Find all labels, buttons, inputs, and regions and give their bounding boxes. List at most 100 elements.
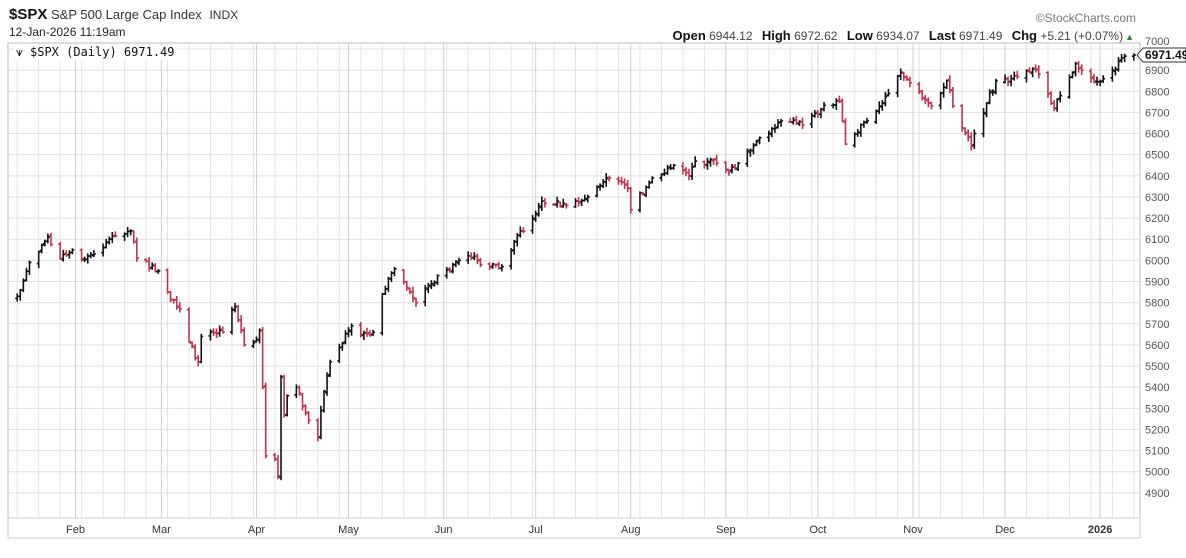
ohlc-bar xyxy=(217,325,222,337)
ohlc-bar xyxy=(435,274,440,285)
ohlc-bar xyxy=(877,101,882,115)
ohlc-bar xyxy=(840,98,845,123)
y-tick-label: 6700 xyxy=(1145,107,1169,119)
ohlc-bar xyxy=(791,117,796,125)
ohlc-bar xyxy=(708,157,713,167)
ohlc-bar xyxy=(733,163,738,171)
x-tick-label: Oct xyxy=(809,524,826,536)
ohlc-bar xyxy=(1131,53,1136,61)
ohlc-bar xyxy=(650,176,655,184)
ohlc-bar xyxy=(58,242,63,260)
ohlc-bar xyxy=(91,250,96,258)
ohlc-bar xyxy=(156,268,161,274)
ohlc-bar xyxy=(475,253,480,264)
ohlc-bar xyxy=(944,79,949,89)
y-tick-label: 5800 xyxy=(1145,298,1169,310)
ohlc-bar xyxy=(745,148,750,167)
ohlc-bar xyxy=(257,328,262,344)
ohlc-bar xyxy=(509,248,514,270)
ohlc-bar xyxy=(604,173,609,187)
ohlc-bar xyxy=(987,89,992,105)
ohlc-bar xyxy=(208,329,213,341)
ohlc-bar xyxy=(693,156,698,168)
ohlc-bar xyxy=(585,194,590,203)
open-label: Open xyxy=(672,28,706,43)
ohlc-bar xyxy=(328,359,333,378)
index-name: S&P 500 Large Cap Index xyxy=(50,7,202,22)
ohlc-bar xyxy=(177,302,182,313)
ohlc-bar xyxy=(705,157,710,170)
ohlc-bar xyxy=(361,330,366,341)
x-tick-label: May xyxy=(338,524,359,536)
ohlc-bar xyxy=(555,196,560,208)
exchange: INDX xyxy=(209,8,239,22)
ohlc-bar xyxy=(239,315,244,334)
ohlc-bar xyxy=(429,280,434,290)
ohlc-bar xyxy=(285,394,290,417)
y-tick-label: 5300 xyxy=(1145,403,1169,415)
ohlc-bar xyxy=(358,322,363,338)
ohlc-bar xyxy=(947,75,952,94)
ohlc-bar xyxy=(659,173,664,182)
ohlc-bar xyxy=(61,249,66,262)
y-tick-label: 7000 xyxy=(1145,36,1169,48)
ohlc-bar xyxy=(27,260,32,275)
y-tick-label: 5400 xyxy=(1145,382,1169,394)
ohlc-bar xyxy=(423,284,428,307)
ohlc-bar xyxy=(1101,75,1106,83)
ohlc-bar xyxy=(607,175,612,182)
ohlc-bar xyxy=(1058,91,1063,103)
y-tick-label: 6600 xyxy=(1145,129,1169,141)
ohlc-bar xyxy=(837,95,842,104)
y-tick-label: 5000 xyxy=(1145,467,1169,479)
x-axis-band xyxy=(7,517,1141,539)
ohlc-bar xyxy=(499,263,504,272)
ohlc-bar xyxy=(641,191,646,196)
ohlc-bar xyxy=(754,139,759,147)
ohlc-bar xyxy=(751,143,756,155)
ohlc-bar xyxy=(346,327,351,338)
ohlc-bar xyxy=(533,210,538,222)
ohlc-bar xyxy=(843,118,848,146)
ohlc-bar xyxy=(1076,61,1081,73)
ohlc-bar xyxy=(315,418,320,442)
ohlc-bar xyxy=(766,130,771,142)
y-tick-label: 6900 xyxy=(1145,65,1169,77)
ohlc-bar xyxy=(1030,67,1035,78)
ohlc-bar xyxy=(404,280,409,291)
y-tick-label: 5200 xyxy=(1145,424,1169,436)
ohlc-bar xyxy=(950,87,955,108)
ohlc-bar xyxy=(48,232,53,247)
ohlc-bar xyxy=(275,454,280,480)
ohlc-bar xyxy=(886,88,891,97)
ohlc-bar xyxy=(251,339,256,349)
plot-area xyxy=(7,42,1141,519)
ohlc-bar xyxy=(1110,66,1115,82)
ohlc-bar xyxy=(680,162,685,175)
ohlc-bar xyxy=(260,327,265,390)
ohlc-bar xyxy=(1122,53,1127,63)
ohlc-bar xyxy=(822,101,827,112)
y-tick-label: 6400 xyxy=(1145,171,1169,183)
ohlc-bar xyxy=(561,198,566,208)
chg-label: Chg xyxy=(1011,28,1037,43)
chart-legend: ⩛ $SPX (Daily) 6971.49 xyxy=(14,45,177,60)
ohlc-bar xyxy=(981,108,986,138)
last-price-tag xyxy=(1136,47,1186,63)
x-axis: Feb Mar Apr May Jun Jul Aug Sep Oct Nov Dec 2026 xyxy=(7,517,1141,539)
y-tick-label: 5700 xyxy=(1145,319,1169,331)
ohlc-bar xyxy=(414,297,419,307)
ohlc-bar xyxy=(665,164,670,175)
ohlc-bar xyxy=(70,248,75,255)
ohlc-bar xyxy=(929,101,934,110)
x-tick-label: Jun xyxy=(435,524,453,536)
ohlc-bar xyxy=(993,78,998,95)
ohlc-bar xyxy=(263,382,268,459)
ohlc-bar xyxy=(1079,64,1084,75)
ohlc-bar xyxy=(812,110,817,118)
ohlc-bar xyxy=(726,168,731,176)
x-tick-label: Nov xyxy=(903,524,923,536)
ohlc-bar xyxy=(1033,64,1038,73)
x-tick-label: Feb xyxy=(66,524,85,536)
